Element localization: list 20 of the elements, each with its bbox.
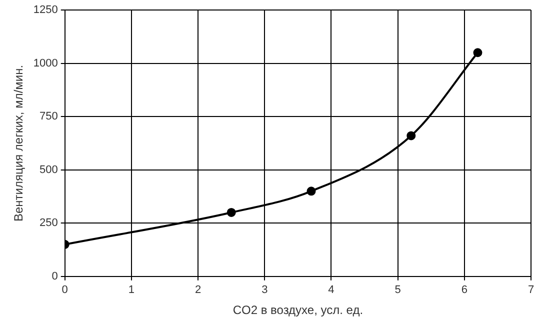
x-tick-label: 4	[328, 284, 334, 296]
y-axis-title: Вентиляция легких, мл/мин.	[12, 64, 26, 222]
x-tick-label: 0	[62, 284, 68, 296]
x-tick-label: 2	[194, 284, 202, 296]
point	[473, 48, 482, 58]
x-tick-label: 5	[394, 284, 401, 296]
point	[306, 186, 316, 196]
y-tick-label: 1000	[33, 57, 58, 70]
y-tick-label: 250	[40, 217, 58, 230]
x-tick-label: 3	[262, 284, 268, 296]
x-tick-label: 7	[528, 284, 534, 296]
x-tick-label: 1	[128, 284, 135, 296]
x-tick-label: 6	[461, 284, 468, 296]
x-axis-title: CO2 в воздухе, усл. ед.	[232, 303, 364, 318]
point	[406, 131, 416, 140]
y-tick-label: 500	[40, 164, 58, 176]
y-tick-label: 0	[52, 270, 58, 282]
y-tick-label: 750	[40, 110, 58, 123]
y-tick-label: 1250	[33, 4, 58, 16]
point	[226, 208, 236, 217]
